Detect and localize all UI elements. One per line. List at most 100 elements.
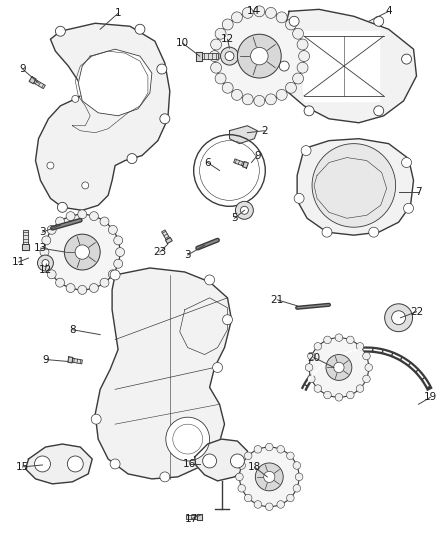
Circle shape [304, 106, 314, 116]
Polygon shape [95, 268, 231, 479]
Circle shape [385, 304, 413, 332]
Circle shape [42, 260, 49, 266]
Circle shape [215, 73, 226, 84]
Circle shape [160, 114, 170, 124]
Circle shape [365, 364, 373, 372]
Polygon shape [72, 358, 82, 364]
Polygon shape [186, 514, 197, 519]
Circle shape [55, 26, 65, 36]
Text: 9: 9 [42, 354, 49, 365]
Circle shape [374, 17, 384, 26]
Text: 12: 12 [39, 265, 52, 275]
Circle shape [78, 285, 87, 294]
Polygon shape [202, 53, 218, 59]
Text: 3: 3 [39, 227, 46, 237]
Circle shape [374, 106, 384, 116]
Polygon shape [34, 80, 45, 88]
Circle shape [392, 311, 406, 325]
Text: 22: 22 [410, 307, 423, 317]
Text: 23: 23 [153, 247, 166, 257]
Text: 12: 12 [221, 34, 234, 44]
Text: 11: 11 [12, 257, 25, 267]
Circle shape [264, 471, 275, 482]
Circle shape [297, 62, 308, 73]
Text: 3: 3 [184, 250, 191, 260]
Circle shape [314, 343, 321, 350]
Circle shape [286, 452, 294, 459]
Circle shape [334, 362, 344, 373]
Circle shape [222, 19, 233, 30]
Circle shape [326, 354, 352, 381]
Circle shape [254, 95, 265, 107]
Circle shape [305, 364, 313, 372]
Circle shape [294, 193, 304, 203]
Text: 20: 20 [307, 352, 321, 362]
Text: 21: 21 [271, 295, 284, 305]
Circle shape [222, 82, 233, 93]
Circle shape [237, 34, 281, 78]
Circle shape [205, 275, 215, 285]
Polygon shape [162, 230, 170, 240]
Circle shape [160, 472, 170, 482]
Circle shape [289, 17, 299, 26]
Circle shape [312, 144, 396, 227]
Circle shape [89, 284, 99, 293]
Circle shape [223, 315, 233, 325]
Circle shape [286, 494, 294, 502]
Circle shape [231, 90, 242, 100]
Polygon shape [25, 444, 92, 484]
Circle shape [57, 203, 67, 212]
Circle shape [82, 182, 89, 189]
Circle shape [38, 255, 53, 271]
Circle shape [211, 62, 222, 73]
Polygon shape [230, 126, 258, 144]
Circle shape [309, 337, 369, 397]
Polygon shape [297, 139, 413, 235]
Text: 13: 13 [34, 243, 47, 253]
Circle shape [100, 217, 109, 226]
Circle shape [114, 236, 123, 245]
Circle shape [299, 51, 310, 62]
Circle shape [286, 19, 297, 30]
Circle shape [40, 248, 49, 256]
Circle shape [230, 454, 244, 468]
Circle shape [108, 270, 117, 279]
Circle shape [127, 154, 137, 164]
Circle shape [64, 234, 100, 270]
Circle shape [402, 158, 412, 167]
Circle shape [110, 459, 120, 469]
Text: 8: 8 [69, 325, 76, 335]
Polygon shape [22, 244, 29, 250]
Circle shape [114, 259, 123, 268]
Circle shape [293, 462, 300, 469]
Circle shape [277, 500, 284, 508]
Circle shape [356, 343, 364, 350]
Polygon shape [233, 159, 244, 166]
Circle shape [363, 375, 370, 383]
Circle shape [42, 259, 51, 268]
Circle shape [240, 206, 248, 214]
Circle shape [67, 456, 83, 472]
Circle shape [244, 494, 252, 502]
Circle shape [324, 336, 331, 344]
Circle shape [231, 12, 242, 23]
Polygon shape [23, 230, 28, 244]
Text: 6: 6 [204, 158, 211, 167]
Circle shape [116, 248, 124, 256]
Circle shape [42, 236, 51, 245]
Text: 18: 18 [248, 462, 261, 472]
Circle shape [236, 473, 243, 481]
Text: 15: 15 [16, 462, 29, 472]
Circle shape [78, 210, 87, 219]
Circle shape [238, 462, 245, 469]
Polygon shape [166, 237, 172, 244]
Circle shape [242, 94, 253, 105]
Circle shape [47, 225, 56, 235]
Circle shape [301, 146, 311, 156]
Circle shape [35, 456, 50, 472]
Polygon shape [194, 439, 247, 481]
Circle shape [56, 278, 64, 287]
Circle shape [335, 334, 343, 342]
Circle shape [47, 270, 56, 279]
Circle shape [75, 245, 89, 259]
